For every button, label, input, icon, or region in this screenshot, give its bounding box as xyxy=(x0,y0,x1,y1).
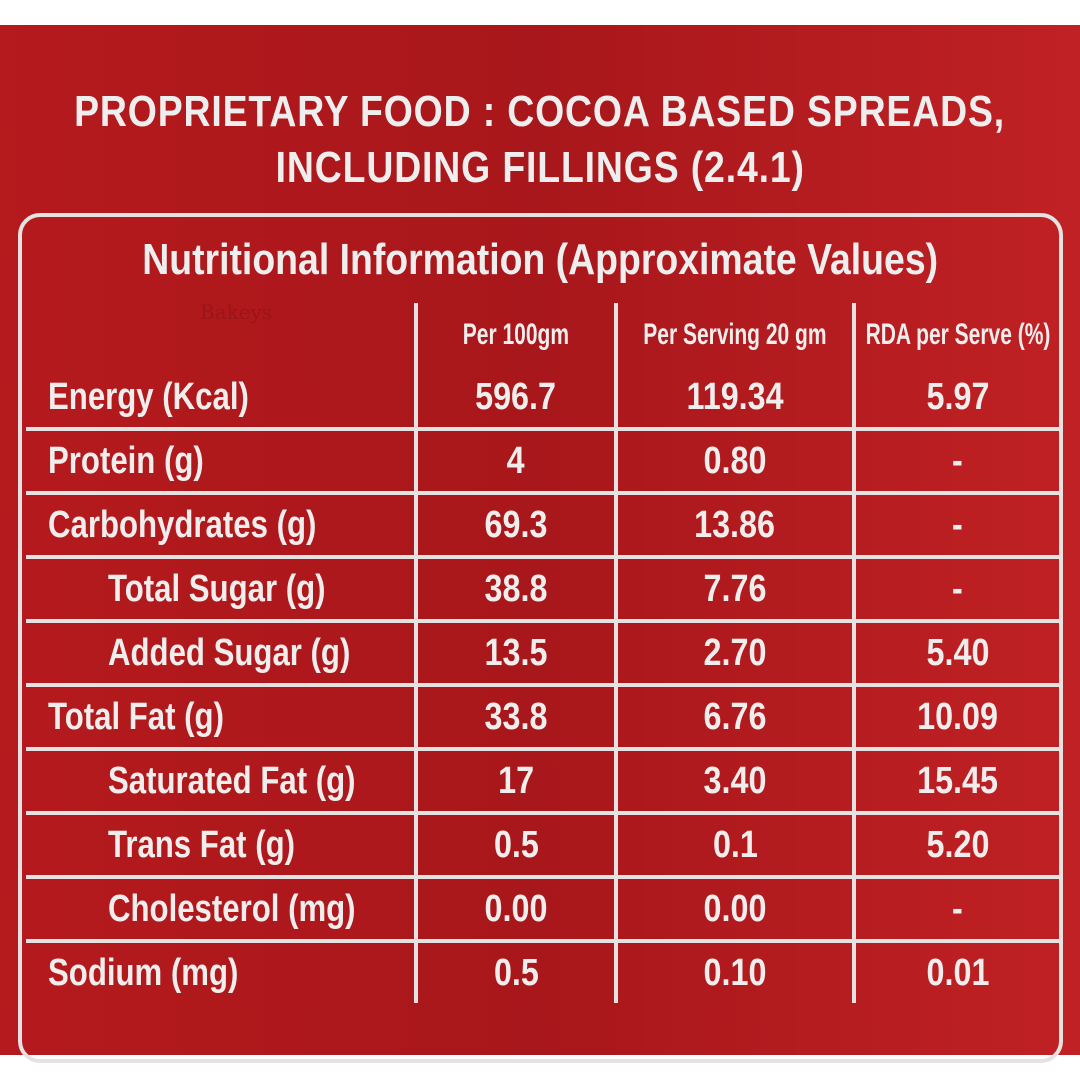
title-line-1: PROPRIETARY FOOD : COCOA BASED SPREADS, xyxy=(74,87,1006,136)
nutrient-name: Total Sugar (g) xyxy=(26,555,418,623)
product-category-subtitle: INCLUDING FILLINGS (2.4.1) xyxy=(0,143,1080,193)
per-100gm-value: 0.5 xyxy=(414,811,618,879)
table-row: Trans Fat (g) 0.5 0.1 5.20 xyxy=(26,811,1059,879)
header-per-serving: Per Serving 20 gm xyxy=(614,303,856,367)
table-row: Saturated Fat (g) 17 3.40 15.45 xyxy=(26,747,1059,815)
rda-value: 15.45 xyxy=(852,747,1059,815)
per-serving-value: 119.34 xyxy=(614,367,856,431)
per-100gm-value: 0.5 xyxy=(414,939,618,1003)
per-100gm-value: 33.8 xyxy=(414,683,618,751)
rda-value: 5.40 xyxy=(852,619,1059,687)
per-100gm-value: 596.7 xyxy=(414,367,618,431)
title-line-2: INCLUDING FILLINGS (2.4.1) xyxy=(275,143,805,192)
per-serving-value: 0.00 xyxy=(614,875,856,943)
header-row: Per 100gm Per Serving 20 gm RDA per Serv… xyxy=(26,303,1059,367)
nutrient-name: Trans Fat (g) xyxy=(26,811,418,879)
table-row: Added Sugar (g) 13.5 2.70 5.40 xyxy=(26,619,1059,687)
product-category-title: PROPRIETARY FOOD : COCOA BASED SPREADS, xyxy=(0,87,1080,137)
per-100gm-value: 69.3 xyxy=(414,491,618,559)
per-100gm-value: 0.00 xyxy=(414,875,618,943)
per-serving-value: 3.40 xyxy=(614,747,856,815)
nutrient-name: Added Sugar (g) xyxy=(26,619,418,687)
nutrition-table-box: Nutritional Information (Approximate Val… xyxy=(18,213,1063,1063)
per-100gm-value: 4 xyxy=(414,427,618,495)
nutrition-label: PROPRIETARY FOOD : COCOA BASED SPREADS, … xyxy=(0,25,1080,1063)
nutrient-name: Cholesterol (mg) xyxy=(26,875,418,943)
rda-value: - xyxy=(852,555,1059,623)
per-serving-value: 2.70 xyxy=(614,619,856,687)
table-row: Cholesterol (mg) 0.00 0.00- xyxy=(26,875,1059,943)
nutrient-name: Total Fat (g) xyxy=(26,683,418,751)
per-serving-value: 0.80 xyxy=(614,427,856,495)
per-serving-value: 13.86 xyxy=(614,491,856,559)
rda-value: 5.20 xyxy=(852,811,1059,879)
rda-value: 0.01 xyxy=(852,939,1059,1003)
nutrition-heading: Nutritional Information (Approximate Val… xyxy=(22,235,1059,285)
nutrient-name: Energy (Kcal) xyxy=(26,367,418,431)
table-row: Total Sugar (g) 38.8 7.76- xyxy=(26,555,1059,623)
per-100gm-value: 13.5 xyxy=(414,619,618,687)
per-100gm-value: 17 xyxy=(414,747,618,815)
header-per-100gm: Per 100gm xyxy=(414,303,618,367)
nutrient-name: Sodium (mg) xyxy=(26,939,418,1003)
watermark-logo: Bakeys xyxy=(200,300,273,324)
table-row: Carbohydrates (g) 69.3 13.86- xyxy=(26,491,1059,559)
per-serving-value: 0.10 xyxy=(614,939,856,1003)
nutrition-table: Per 100gm Per Serving 20 gm RDA per Serv… xyxy=(26,303,1059,1003)
rda-value: - xyxy=(852,491,1059,559)
per-100gm-value: 38.8 xyxy=(414,555,618,623)
table-row: Energy (Kcal) 596.7 119.34 5.97 xyxy=(26,367,1059,431)
rda-value: 10.09 xyxy=(852,683,1059,751)
header-empty xyxy=(26,303,418,367)
per-serving-value: 6.76 xyxy=(614,683,856,751)
per-serving-value: 0.1 xyxy=(614,811,856,879)
header-rda: RDA per Serve (%) xyxy=(852,303,1059,367)
nutrient-name: Saturated Fat (g) xyxy=(26,747,418,815)
table-row: Total Fat (g) 33.8 6.76 10.09 xyxy=(26,683,1059,751)
rda-value: - xyxy=(852,875,1059,943)
table-row: Protein (g) 4 0.80- xyxy=(26,427,1059,495)
nutrient-name: Protein (g) xyxy=(26,427,418,495)
table-row: Sodium (mg) 0.5 0.10 0.01 xyxy=(26,939,1059,1003)
rda-value: 5.97 xyxy=(852,367,1059,431)
nutrient-name: Carbohydrates (g) xyxy=(26,491,418,559)
rda-value: - xyxy=(852,427,1059,495)
nutrition-heading-text: Nutritional Information (Approximate Val… xyxy=(142,235,939,284)
per-serving-value: 7.76 xyxy=(614,555,856,623)
